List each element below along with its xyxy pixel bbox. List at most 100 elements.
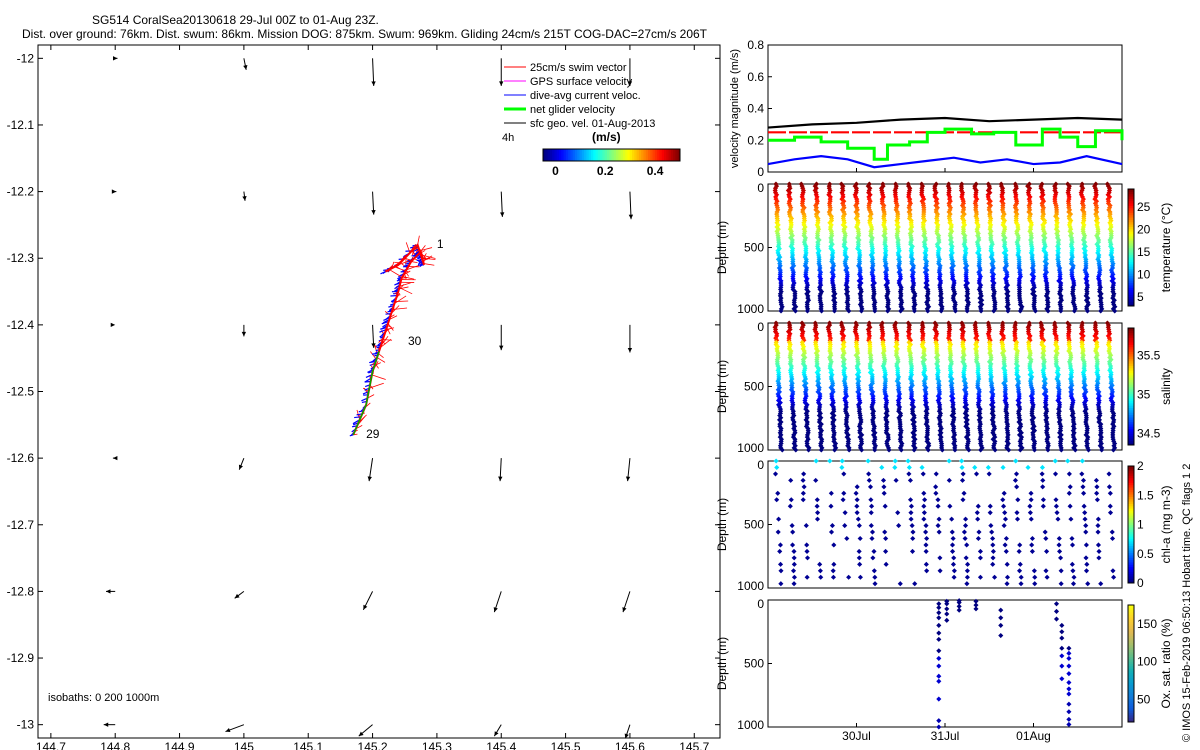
colorbar-cell bbox=[597, 149, 601, 161]
colorbar-tick-label-0: 0 bbox=[552, 164, 559, 178]
temperature-point bbox=[885, 308, 891, 314]
sfc-geo-vector-head bbox=[371, 81, 376, 86]
temperature-cbar-label: temperature (°C) bbox=[1159, 203, 1173, 293]
swim-vector bbox=[394, 266, 410, 273]
map-x-tick-label-1: 144.8 bbox=[100, 740, 130, 750]
temperature-point bbox=[778, 308, 784, 314]
temperature-cbar-cell bbox=[1128, 205, 1134, 209]
colorbar-cell bbox=[675, 149, 679, 161]
swim-vector bbox=[380, 338, 392, 348]
sfc-geo-vector bbox=[493, 724, 502, 737]
velocity-y-tick-label-0: 0 bbox=[757, 165, 764, 179]
temperature-point bbox=[898, 308, 904, 314]
salinity-point bbox=[911, 447, 917, 453]
temperature-cbar-cell bbox=[1128, 252, 1134, 256]
temperature-cbar-cell bbox=[1128, 217, 1134, 220]
temperature-point bbox=[925, 308, 931, 314]
sfc-geo-vector-head bbox=[493, 607, 498, 613]
figure-subtitle: Dist. over ground: 76km. Dist. swum: 86k… bbox=[22, 27, 708, 41]
sfc-geo-vector bbox=[624, 724, 631, 739]
temperature-point bbox=[911, 308, 918, 314]
colorbar-cell bbox=[618, 149, 622, 161]
temperature-cbar-tick-label-0: 5 bbox=[1137, 290, 1144, 304]
colorbar-cell bbox=[622, 149, 626, 161]
map-x-tick-label-7: 145.4 bbox=[486, 740, 516, 750]
colorbar-cell bbox=[579, 149, 583, 161]
sfc-geo-vector-shaft bbox=[372, 58, 375, 86]
swim-vector bbox=[389, 269, 402, 277]
colorbar-cell bbox=[629, 149, 633, 161]
temperature-cbar-cell bbox=[1128, 296, 1134, 300]
net-velocity-segment bbox=[352, 351, 380, 436]
salinity-point bbox=[818, 447, 824, 453]
colorbar-cell bbox=[634, 149, 638, 161]
colorbar-cell bbox=[561, 149, 565, 161]
temperature-point bbox=[804, 308, 810, 314]
colorbar-cell bbox=[664, 149, 667, 161]
colorbar-cell bbox=[627, 149, 631, 161]
temperature-cbar-cell bbox=[1128, 301, 1134, 305]
salinity-point bbox=[846, 447, 852, 453]
colorbar-cell bbox=[620, 149, 624, 161]
swim-vector bbox=[376, 357, 386, 363]
sfc-geo-vector-head bbox=[363, 604, 368, 610]
temperature-cbar-cell bbox=[1128, 273, 1134, 277]
swim-vector bbox=[423, 263, 435, 266]
sfc-geo-vector-head bbox=[499, 81, 504, 86]
temperature-cbar-cell bbox=[1128, 203, 1134, 206]
temperature-cbar-cell bbox=[1128, 226, 1134, 230]
sfc-geo-vector-head bbox=[627, 81, 633, 86]
track-day-label-1: 30 bbox=[408, 334, 422, 348]
temperature-point bbox=[1112, 308, 1118, 314]
oxygen-cbar-tick-label-1: 100 bbox=[1137, 655, 1157, 669]
sfc-geo-vector-head bbox=[625, 476, 631, 482]
colorbar-cell bbox=[613, 149, 617, 161]
colorbar-cell bbox=[670, 149, 674, 161]
temperature-y-tick-label-1: 500 bbox=[744, 241, 764, 255]
sfc-geo-vector-head bbox=[243, 64, 248, 70]
chlorophyll-y-tick-label-2: 1000 bbox=[737, 579, 764, 593]
temperature-point bbox=[1032, 308, 1038, 314]
map-x-tick-label-5: 145.2 bbox=[358, 740, 388, 750]
sfc-geo-vector bbox=[225, 724, 245, 733]
temperature-point bbox=[952, 308, 958, 314]
colorbar-cell bbox=[654, 149, 658, 161]
sfc-geo-vector-head bbox=[112, 455, 118, 461]
temperature-point bbox=[1045, 308, 1051, 314]
temperature-cbar-cell bbox=[1128, 196, 1134, 199]
colorbar-cell bbox=[602, 149, 606, 161]
legend-geo-label: sfc geo. vel. 01-Aug-2013 bbox=[530, 118, 655, 130]
temperature-point bbox=[858, 308, 864, 314]
temperature-cbar-cell bbox=[1128, 282, 1134, 286]
temperature-cbar-cell bbox=[1128, 235, 1134, 239]
sfc-geo-vector bbox=[627, 324, 633, 353]
chlorophyll-ylabel: Depth (m) bbox=[715, 498, 729, 551]
colorbar-cell bbox=[570, 149, 574, 161]
sfc-geo-vector-head bbox=[494, 731, 499, 737]
sfc-geo-vector bbox=[241, 324, 247, 337]
chlorophyll-axes-frame bbox=[767, 460, 1123, 589]
velocity-y-tick-label-4: 0.8 bbox=[747, 38, 764, 52]
temperature-point bbox=[819, 308, 825, 314]
colorbar-cell bbox=[643, 149, 647, 161]
swim-vector bbox=[398, 259, 413, 266]
oxygen-panel: 0 500 1000 Depth (m) 50 100 150 Ox. sat. ratio … bbox=[715, 597, 1173, 743]
velocity-series-0 bbox=[767, 116, 1123, 129]
oxygen-y-tick-label-0: 0 bbox=[757, 597, 764, 611]
sfc-geo-vector-head bbox=[241, 331, 247, 337]
colorbar-cell bbox=[586, 149, 590, 161]
temperature-cbar-cell bbox=[1128, 193, 1134, 197]
salinity-y-tick-label-1: 500 bbox=[744, 380, 764, 394]
colorbar-frame bbox=[542, 148, 681, 162]
oxygen-ylabel: Depth (m) bbox=[715, 637, 729, 690]
map-y-tick-label-1: -12.1 bbox=[7, 118, 35, 132]
sfc-geo-vector bbox=[622, 591, 631, 613]
map-x-tick-label-3: 145 bbox=[234, 740, 254, 750]
temperature-y-tick-label-2: 1000 bbox=[737, 302, 764, 316]
sfc-geo-vectors bbox=[103, 56, 634, 739]
salinity-y-tick-label-2: 1000 bbox=[737, 441, 764, 455]
colorbar-cell bbox=[632, 149, 635, 161]
salinity-cbar-tick-label-0: 34.5 bbox=[1137, 426, 1161, 440]
